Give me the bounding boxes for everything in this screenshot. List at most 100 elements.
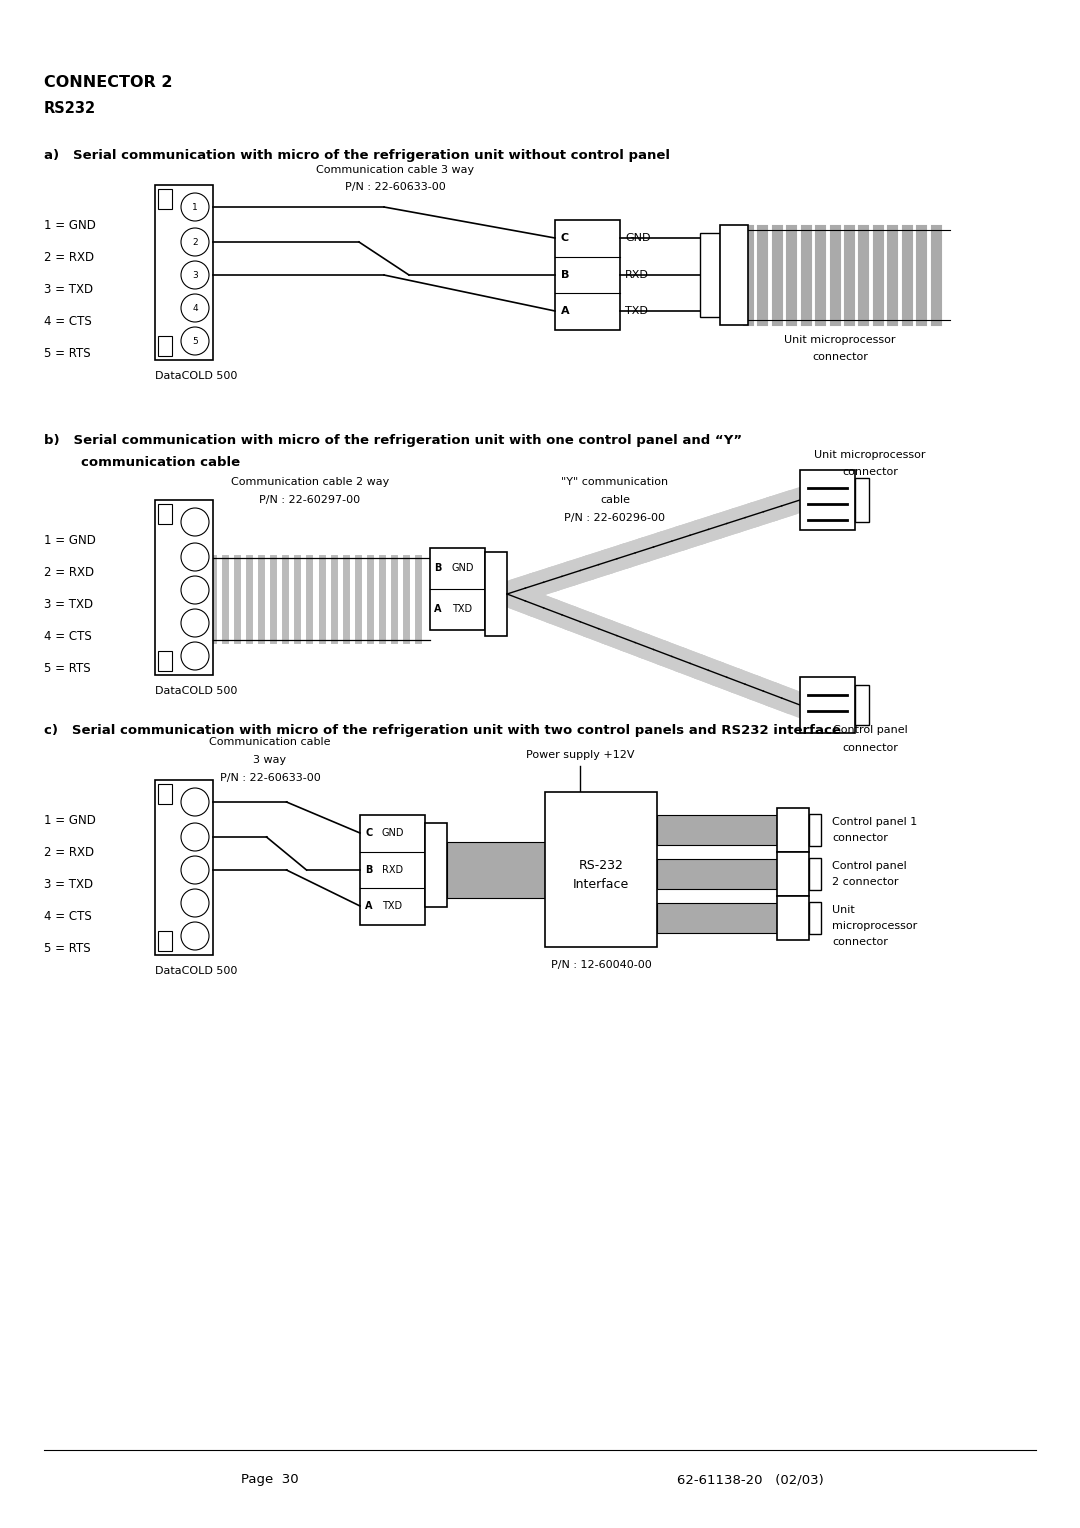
Text: C: C xyxy=(365,828,373,837)
Circle shape xyxy=(181,327,210,354)
Bar xyxy=(447,842,545,898)
Text: 5 = RTS: 5 = RTS xyxy=(44,941,91,955)
Bar xyxy=(156,185,213,361)
Bar xyxy=(158,336,172,356)
Text: 3 = TXD: 3 = TXD xyxy=(44,283,93,295)
Text: 2: 2 xyxy=(192,237,198,246)
Text: P/N : 22-60633-00: P/N : 22-60633-00 xyxy=(219,773,321,782)
Bar xyxy=(156,779,213,955)
Text: 4 = CTS: 4 = CTS xyxy=(44,315,92,327)
Text: 3 way: 3 way xyxy=(254,755,286,766)
Text: RXD: RXD xyxy=(625,270,649,280)
Bar xyxy=(158,651,172,671)
Bar xyxy=(426,824,447,908)
Text: "Y" communication: "Y" communication xyxy=(562,477,669,487)
Text: 4 = CTS: 4 = CTS xyxy=(44,909,92,923)
Text: 1: 1 xyxy=(192,203,198,211)
Bar xyxy=(657,859,777,889)
Text: 1 = GND: 1 = GND xyxy=(44,533,96,547)
Text: 2 = RXD: 2 = RXD xyxy=(44,251,94,263)
Text: C: C xyxy=(561,232,569,243)
Text: Communication cable: Communication cable xyxy=(210,736,330,747)
Text: DataCOLD 500: DataCOLD 500 xyxy=(156,966,238,976)
Bar xyxy=(700,232,720,316)
Circle shape xyxy=(181,293,210,322)
Text: CONNECTOR 2: CONNECTOR 2 xyxy=(44,75,173,90)
Text: TXD: TXD xyxy=(453,604,472,614)
Text: 4 = CTS: 4 = CTS xyxy=(44,630,92,642)
Bar xyxy=(158,189,172,209)
Text: Control panel: Control panel xyxy=(832,860,907,871)
Text: B: B xyxy=(561,270,569,280)
Bar xyxy=(158,931,172,950)
Text: connector: connector xyxy=(832,937,888,947)
Bar xyxy=(555,220,620,330)
Bar xyxy=(545,792,657,947)
Text: TXD: TXD xyxy=(382,902,402,911)
Text: P/N : 22-60296-00: P/N : 22-60296-00 xyxy=(565,513,665,523)
Text: A: A xyxy=(561,306,569,316)
Bar xyxy=(809,902,821,934)
Text: DataCOLD 500: DataCOLD 500 xyxy=(156,371,238,380)
Text: Unit microprocessor: Unit microprocessor xyxy=(814,451,926,460)
Text: RS-232: RS-232 xyxy=(579,859,623,871)
Bar xyxy=(777,808,809,853)
Bar xyxy=(360,814,426,924)
Bar xyxy=(158,504,172,524)
Bar xyxy=(158,784,172,804)
Circle shape xyxy=(181,889,210,917)
Bar xyxy=(809,814,821,847)
Circle shape xyxy=(181,921,210,950)
Bar xyxy=(809,859,821,889)
Text: connector: connector xyxy=(842,468,897,477)
Text: Unit: Unit xyxy=(832,905,854,915)
Bar xyxy=(777,895,809,940)
Bar xyxy=(855,685,869,724)
Text: Communication cable 3 way: Communication cable 3 way xyxy=(316,165,474,176)
Text: Unit microprocessor: Unit microprocessor xyxy=(784,335,895,345)
Text: 2 = RXD: 2 = RXD xyxy=(44,845,94,859)
Text: Communication cable 2 way: Communication cable 2 way xyxy=(231,477,389,487)
Circle shape xyxy=(181,507,210,536)
Text: 3: 3 xyxy=(192,270,198,280)
Text: 5 = RTS: 5 = RTS xyxy=(44,662,91,674)
Text: A: A xyxy=(434,604,442,614)
Text: TXD: TXD xyxy=(625,306,648,316)
Text: P/N : 22-60297-00: P/N : 22-60297-00 xyxy=(259,495,361,504)
Text: GND: GND xyxy=(453,562,474,573)
Text: 5: 5 xyxy=(192,336,198,345)
Bar xyxy=(800,677,855,733)
Bar xyxy=(800,471,855,530)
Text: communication cable: communication cable xyxy=(44,455,240,469)
Circle shape xyxy=(181,193,210,222)
Circle shape xyxy=(181,542,210,571)
Circle shape xyxy=(181,824,210,851)
Circle shape xyxy=(181,788,210,816)
Text: P/N : 22-60633-00: P/N : 22-60633-00 xyxy=(345,182,445,193)
Circle shape xyxy=(181,228,210,257)
Text: Control panel 1: Control panel 1 xyxy=(832,817,917,827)
Circle shape xyxy=(181,576,210,604)
Bar xyxy=(657,903,777,934)
Text: 1 = GND: 1 = GND xyxy=(44,219,96,232)
Text: 2 = RXD: 2 = RXD xyxy=(44,565,94,579)
Text: B: B xyxy=(365,865,373,876)
Text: 2 connector: 2 connector xyxy=(832,877,899,886)
Text: 3 = TXD: 3 = TXD xyxy=(44,877,93,891)
Text: 62-61138-20   (02/03): 62-61138-20 (02/03) xyxy=(677,1473,823,1487)
Text: Interface: Interface xyxy=(572,877,630,891)
Text: Page  30: Page 30 xyxy=(241,1473,299,1487)
Text: connector: connector xyxy=(842,743,897,753)
Text: connector: connector xyxy=(832,833,888,843)
Circle shape xyxy=(181,261,210,289)
Text: c)   Serial communication with micro of the refrigeration unit with two control : c) Serial communication with micro of th… xyxy=(44,723,841,736)
Text: 3 = TXD: 3 = TXD xyxy=(44,597,93,611)
Bar xyxy=(485,552,507,636)
Text: 1 = GND: 1 = GND xyxy=(44,813,96,827)
Circle shape xyxy=(181,642,210,669)
Text: B: B xyxy=(434,562,442,573)
Text: Control panel: Control panel xyxy=(833,724,907,735)
Text: RXD: RXD xyxy=(382,865,403,876)
Text: A: A xyxy=(365,902,373,911)
Circle shape xyxy=(181,856,210,885)
